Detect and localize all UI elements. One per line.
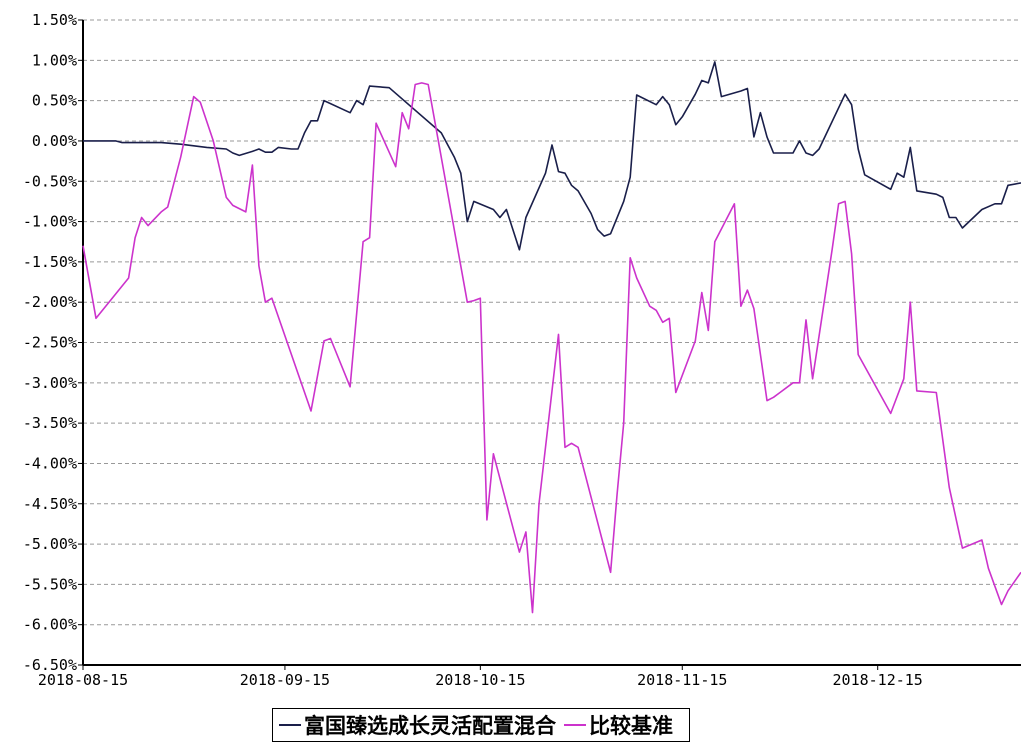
y-tick-label: -1.00% [23, 213, 77, 231]
legend-item-fund: 富国臻选成长灵活配置混合 [279, 710, 556, 740]
y-tick-label: -0.50% [23, 172, 77, 190]
legend-swatch-benchmark [564, 724, 586, 726]
legend-label-benchmark: 比较基准 [589, 714, 673, 738]
y-tick-label: 1.50% [32, 11, 77, 29]
y-tick-label: -3.00% [23, 374, 77, 392]
y-tick-label: 0.00% [32, 132, 77, 150]
legend-item-benchmark: 比较基准 [564, 710, 673, 740]
y-tick-label: -2.50% [23, 334, 77, 352]
y-tick-label: -6.50% [23, 656, 77, 674]
x-tick-label: 2018-10-15 [435, 671, 525, 689]
y-tick-label: -5.00% [23, 535, 77, 553]
legend-swatch-fund [279, 724, 301, 726]
y-tick-label: -5.50% [23, 575, 77, 593]
x-tick-label: 2018-12-15 [833, 671, 923, 689]
line-chart: 1.50% 1.00% 0.50% 0.00% -0.50% -1.00% -1.50% -2… [23, 11, 1021, 689]
y-tick-label: -3.50% [23, 414, 77, 432]
x-tick-labels: 2018-08-15 2018-09-15 2018-10-15 2018-11-15… [38, 665, 923, 689]
x-tick-label: 2018-09-15 [240, 671, 330, 689]
y-tick-label: -1.50% [23, 253, 77, 271]
y-tick-label: 0.50% [32, 92, 77, 110]
y-tick-label: -4.50% [23, 495, 77, 513]
chart-legend: 富国臻选成长灵活配置混合 比较基准 [272, 708, 690, 742]
y-tick-label: -2.00% [23, 293, 77, 311]
legend-label-fund: 富国臻选成长灵活配置混合 [304, 714, 556, 738]
gridlines [83, 19, 1021, 626]
x-tick-label: 2018-08-15 [38, 671, 128, 689]
y-tick-labels: 1.50% 1.00% 0.50% 0.00% -0.50% -1.00% -1.50% -2… [23, 11, 83, 674]
y-tick-label: -4.00% [23, 454, 77, 472]
series-lines [82, 61, 1021, 614]
series-line-benchmark [82, 82, 1021, 614]
y-tick-label: 1.00% [32, 51, 77, 69]
y-tick-label: -6.00% [23, 616, 77, 634]
series-line-fund [83, 61, 1021, 251]
x-tick-label: 2018-11-15 [637, 671, 727, 689]
